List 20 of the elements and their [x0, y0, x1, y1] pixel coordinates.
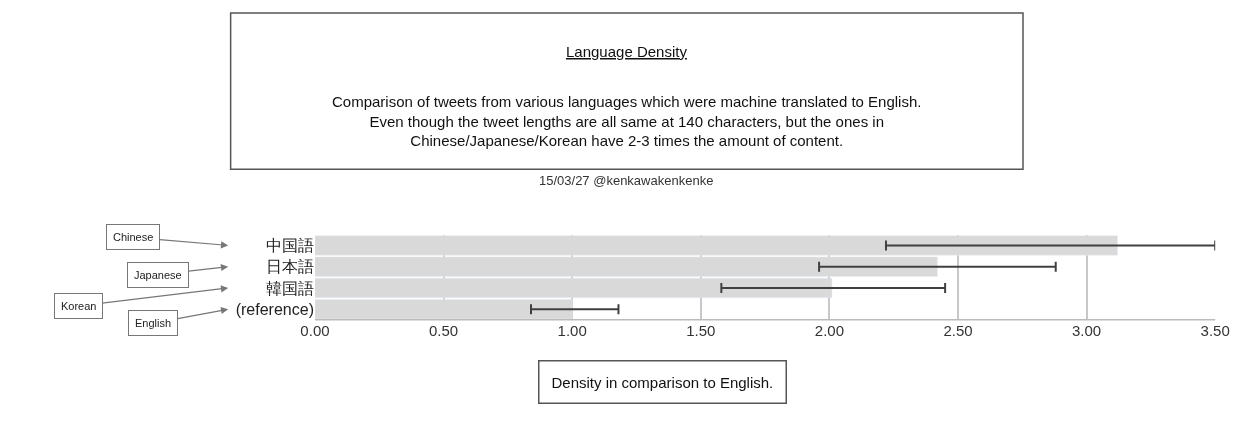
x-tick-label: 2.00 [814, 321, 844, 339]
text: 15/03/27 @kenkawakenkenke [539, 173, 714, 188]
y-tick-label: 中国語 [265, 237, 314, 255]
x-tick-label: 2.50 [943, 321, 973, 339]
x-tick-label: 0.50 [428, 321, 459, 339]
x-tick-label: 3.50 [1200, 321, 1230, 339]
x-axis-title: Density in comparison to English. [551, 373, 774, 391]
y-tick-label: (reference) [235, 300, 314, 318]
x-tick-label: 1.00 [557, 321, 587, 339]
text: English [135, 317, 172, 329]
x-tick-label: 0.00 [300, 321, 330, 339]
text: Chinese [113, 231, 154, 243]
chart-title: Language Density [566, 43, 688, 60]
chart-subtitle: Comparison of tweets from various languages which were machine translated to English. Even though the tweet lengths are all same at 140 characters, but the ones in Chinese/Japanese/Korean have 2-3 times the amount of content. [332, 93, 922, 149]
text: Korean [61, 300, 97, 312]
text: Japanese [134, 269, 182, 281]
x-tick-label: 3.00 [1071, 321, 1102, 339]
y-tick-label: 日本語 [265, 258, 314, 276]
y-tick-label: 韓国語 [265, 279, 314, 297]
x-tick-label: 1.50 [686, 321, 716, 339]
